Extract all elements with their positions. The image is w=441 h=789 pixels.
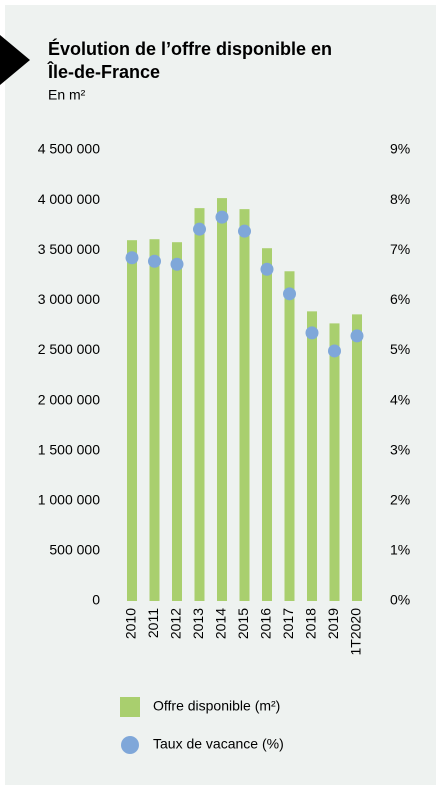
y-tick-label: 3 000 000 xyxy=(38,291,100,307)
y-tick-label: 2 000 000 xyxy=(38,391,100,407)
bar xyxy=(284,271,295,601)
y2-tick-label: 8% xyxy=(390,191,410,207)
y2-tick-label: 0% xyxy=(390,592,410,608)
bar xyxy=(172,242,182,601)
bar xyxy=(262,248,272,601)
dot xyxy=(260,262,274,276)
x-tick-label: 2017 xyxy=(280,608,296,639)
bar xyxy=(149,239,160,601)
bar xyxy=(217,198,227,601)
chart-title: Évolution de l’offre disponible en xyxy=(48,38,332,59)
y-tick-label: 4 500 000 xyxy=(38,141,100,157)
dot xyxy=(283,287,296,301)
x-tick-label: 2011 xyxy=(145,608,161,638)
x-tick-label: 2012 xyxy=(168,608,184,639)
legend-label: Offre disponible (m²) xyxy=(153,698,280,714)
y2-tick-label: 3% xyxy=(390,441,410,457)
y-tick-label: 2 500 000 xyxy=(38,341,100,357)
x-tick-label: 2015 xyxy=(235,608,251,639)
dot xyxy=(170,257,184,271)
legend-swatch xyxy=(121,736,139,754)
x-tick-label: 2018 xyxy=(303,608,319,639)
dot xyxy=(328,344,341,358)
bar xyxy=(329,323,340,601)
chart-subtitle: En m² xyxy=(48,87,86,103)
dot xyxy=(215,210,229,224)
y2-tick-label: 1% xyxy=(390,542,410,558)
legend-label: Taux de vacance (%) xyxy=(153,736,284,752)
dot xyxy=(238,224,251,238)
y2-tick-label: 9% xyxy=(390,141,410,157)
y-tick-label: 1 000 000 xyxy=(38,491,100,507)
x-tick-label: 2014 xyxy=(213,608,229,639)
dot xyxy=(193,222,206,236)
x-tick-label: 2010 xyxy=(123,608,139,639)
bar xyxy=(194,208,205,601)
bar xyxy=(239,209,250,601)
y-tick-label: 4 000 000 xyxy=(38,191,100,207)
y-tick-label: 1 500 000 xyxy=(38,441,100,457)
dot xyxy=(305,326,319,340)
marker-triangle xyxy=(0,35,30,85)
y2-tick-label: 2% xyxy=(390,491,410,507)
dot xyxy=(148,254,161,268)
y2-tick-label: 7% xyxy=(390,241,410,257)
legend-swatch xyxy=(120,697,140,717)
dot xyxy=(125,251,139,265)
bar xyxy=(307,311,317,601)
y2-tick-label: 4% xyxy=(390,391,410,407)
y2-tick-label: 5% xyxy=(390,341,410,357)
y-tick-label: 3 500 000 xyxy=(38,241,100,257)
y-tick-label: 500 000 xyxy=(49,542,100,558)
dot xyxy=(350,329,364,343)
bar xyxy=(127,240,137,601)
x-tick-label: 2019 xyxy=(325,608,341,639)
x-tick-label: 2016 xyxy=(258,608,274,639)
y-tick-label: 0 xyxy=(92,592,100,608)
x-tick-label: 2013 xyxy=(190,608,206,639)
bar xyxy=(352,314,362,601)
chart-title: Île-de-France xyxy=(47,61,160,82)
y2-tick-label: 6% xyxy=(390,291,410,307)
x-tick-label: 1T2020 xyxy=(348,608,364,656)
